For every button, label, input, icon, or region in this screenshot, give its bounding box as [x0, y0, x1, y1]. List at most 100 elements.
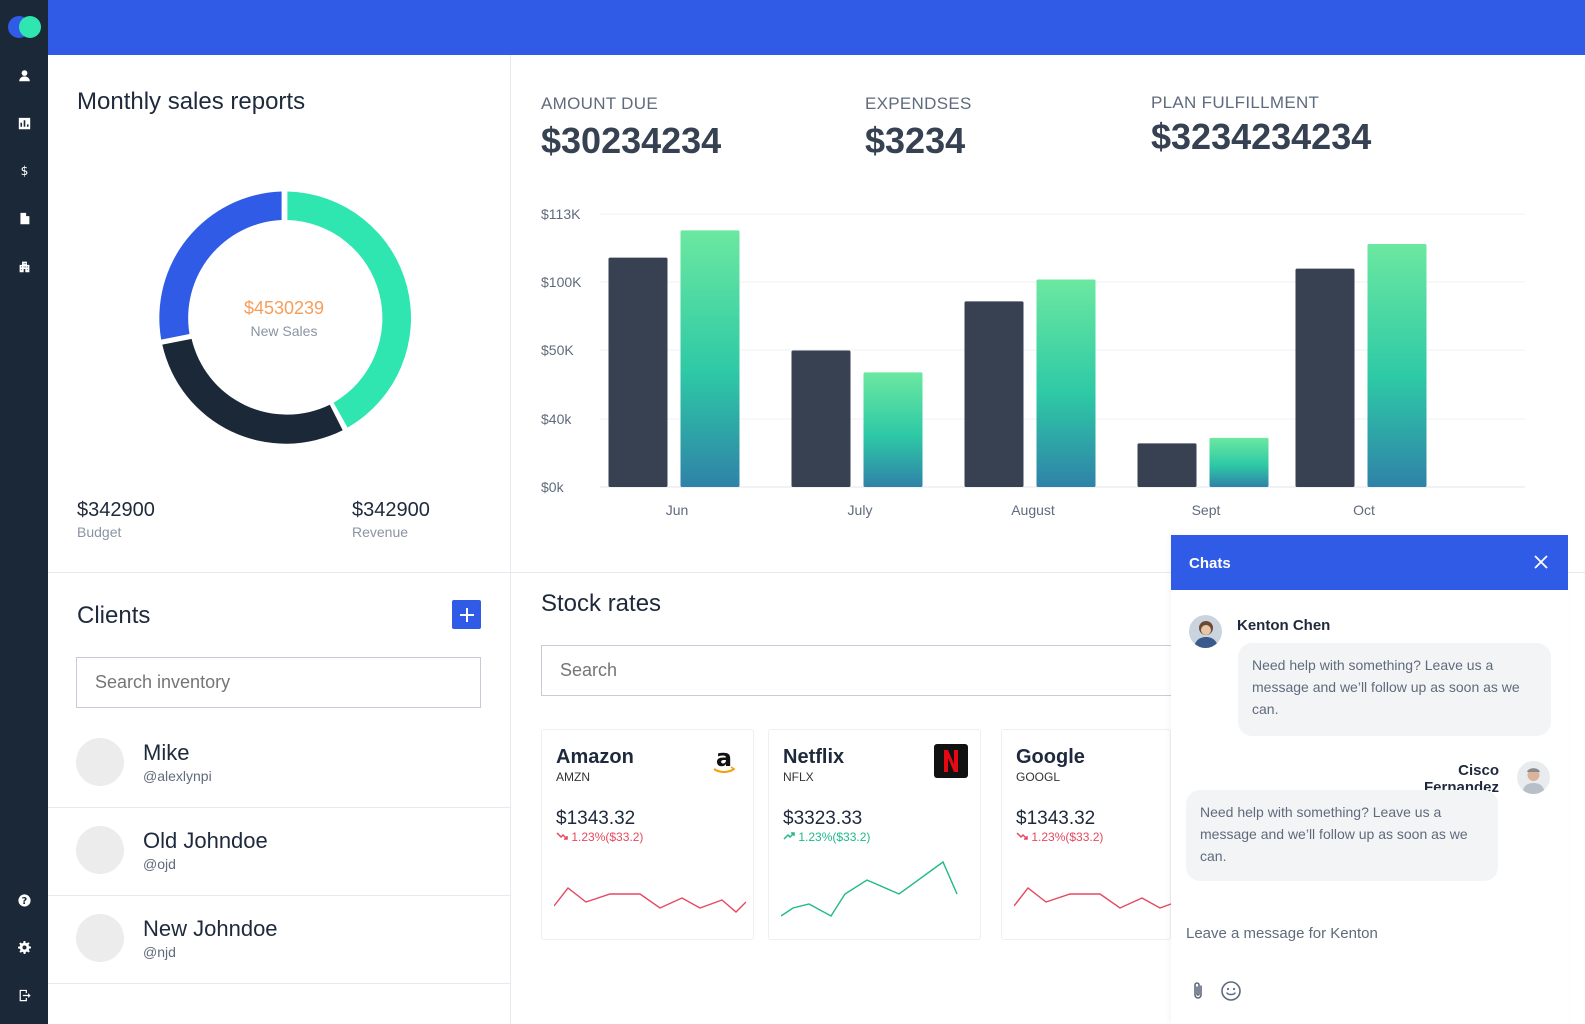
building-icon[interactable]	[16, 258, 32, 274]
sidebar: $ ?	[0, 0, 48, 1024]
netflix-logo-icon	[934, 744, 968, 778]
chat-header: Chats	[1171, 535, 1568, 590]
x-tick-label: July	[848, 502, 873, 518]
avatar	[76, 914, 124, 962]
bar-oct-series-1	[1295, 268, 1355, 487]
budget-value: $342900	[77, 499, 155, 521]
avatar	[76, 826, 124, 874]
bar-sept-series-1	[1137, 443, 1197, 487]
donut-segment-green	[287, 191, 411, 428]
stock-change: 1.23%($33.2)	[556, 830, 643, 844]
sales-donut-chart	[159, 191, 411, 444]
avatar-cisco	[1517, 761, 1550, 794]
amount-due-label: AMOUNT DUE	[541, 94, 658, 113]
sales-title: Monthly sales reports	[77, 88, 306, 115]
plan-fulfillment-value: $3234234234	[1151, 116, 1372, 157]
stock-change: 1.23%($33.2)	[1016, 830, 1103, 844]
row-divider	[48, 572, 1585, 573]
chat-bubble: Need help with something? Leave us a mes…	[1238, 643, 1551, 736]
stock-card-amzn[interactable]: Amazon AMZN a $1343.32 1.23%($33.2)	[541, 729, 754, 940]
stock-ticker: NFLX	[783, 770, 814, 784]
stock-search-input[interactable]	[541, 645, 1181, 696]
column-divider	[510, 55, 511, 1024]
x-tick-label: Oct	[1353, 502, 1375, 518]
stock-change-value: 1.23%($33.2)	[1031, 830, 1104, 844]
stock-sparkline	[554, 887, 746, 913]
y-tick-label: $0k	[541, 479, 565, 495]
chat-title: Chats	[1189, 555, 1231, 572]
gear-icon[interactable]	[16, 939, 32, 955]
expenses-value: $3234	[865, 120, 966, 161]
chat-message-input[interactable]: Leave a message for Kenton	[1186, 925, 1378, 942]
x-tick-label: August	[1011, 502, 1055, 518]
stock-price: $1343.32	[1016, 808, 1096, 829]
expenses-label: EXPENDSES	[865, 94, 972, 113]
close-icon[interactable]	[1528, 549, 1554, 575]
app-logo[interactable]	[8, 16, 42, 38]
new-sales-value: $4530239	[243, 298, 325, 318]
client-row[interactable]: Old Johndoe @ojd	[48, 808, 510, 896]
bar-oct-series-2	[1367, 244, 1427, 487]
client-row[interactable]: Mike @alexlynpi	[48, 720, 510, 808]
x-tick-label: Sept	[1192, 502, 1221, 518]
chat-sender-name: Kenton Chen	[1237, 617, 1331, 634]
stocks-title: Stock rates	[541, 590, 662, 617]
stock-ticker: AMZN	[556, 770, 590, 784]
svg-text:$: $	[20, 164, 28, 177]
bar-jun-series-2	[680, 230, 740, 487]
bar-july-series-1	[791, 350, 851, 487]
stock-change: 1.23%($33.2)	[783, 830, 870, 844]
paperclip-icon[interactable]	[1187, 980, 1209, 1002]
client-handle: @alexlynpi	[143, 768, 212, 784]
stock-change-value: 1.23%($33.2)	[571, 830, 644, 844]
stock-name: Netflix	[783, 746, 845, 768]
client-name: Mike	[143, 740, 190, 765]
stock-price: $3323.33	[783, 808, 863, 829]
revenue-label: Revenue	[352, 524, 409, 540]
bar-august-series-1	[964, 301, 1024, 487]
client-search-input[interactable]	[76, 657, 481, 708]
bar-jun-series-1	[608, 257, 668, 487]
clients-title: Clients	[77, 602, 151, 629]
user-icon[interactable]	[16, 67, 32, 83]
logout-icon[interactable]	[16, 987, 32, 1003]
chat-panel: Chats Kenton Chen Need help with somethi…	[1171, 535, 1568, 1024]
stock-price: $1343.32	[556, 808, 636, 829]
help-icon[interactable]: ?	[16, 892, 32, 908]
stock-ticker: GOOGL	[1016, 770, 1061, 784]
client-handle: @ojd	[143, 856, 176, 872]
y-tick-label: $100K	[541, 274, 582, 290]
stock-name: Google	[1016, 746, 1085, 768]
svg-text:a: a	[716, 744, 732, 772]
new-sales-label: New Sales	[250, 323, 318, 339]
add-client-button[interactable]	[452, 600, 481, 629]
bar-july-series-2	[863, 372, 923, 487]
stock-card-googl[interactable]: Google GOOGL $1343.32 1.23%($33.2)	[1001, 729, 1206, 940]
plus-icon	[459, 607, 474, 622]
svg-text:?: ?	[21, 896, 27, 907]
donut-segment-navy	[162, 338, 343, 444]
amazon-logo-icon: a	[713, 744, 736, 773]
trend-up-icon	[783, 832, 795, 840]
y-tick-label: $113K	[541, 206, 581, 222]
client-row[interactable]: New Johndoe @njd	[48, 896, 510, 984]
stock-card-nflx[interactable]: Netflix NFLX $3323.33 1.23%($33.2)	[768, 729, 981, 940]
revenue-value: $342900	[352, 499, 430, 521]
bar-august-series-2	[1036, 279, 1096, 487]
dollar-icon[interactable]: $	[16, 162, 32, 178]
chart-icon[interactable]	[16, 115, 32, 131]
stock-change-value: 1.23%($33.2)	[798, 830, 871, 844]
y-tick-label: $40k	[541, 411, 572, 427]
top-bar	[48, 0, 1585, 55]
amount-due-value: $30234234	[541, 120, 722, 161]
client-handle: @njd	[143, 944, 176, 960]
emoji-icon[interactable]	[1220, 980, 1242, 1002]
document-icon[interactable]	[16, 210, 32, 226]
client-name: Old Johndoe	[143, 828, 268, 853]
stock-name: Amazon	[556, 746, 634, 768]
plan-fulfillment-label: PLAN FULFILLMENT	[1151, 93, 1320, 112]
avatar-kenton	[1189, 615, 1222, 648]
stock-sparkline	[781, 860, 958, 917]
client-name: New Johndoe	[143, 916, 278, 941]
bar-sept-series-2	[1209, 437, 1269, 487]
